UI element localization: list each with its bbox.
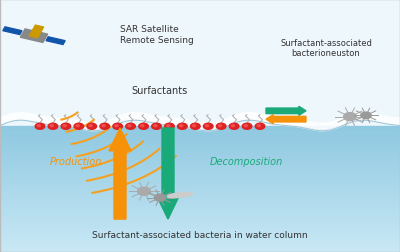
Bar — [0, 214, 400, 217]
Polygon shape — [3, 28, 22, 36]
Circle shape — [128, 125, 131, 127]
Circle shape — [76, 125, 79, 127]
Bar — [0, 242, 400, 246]
Circle shape — [154, 194, 166, 201]
Bar — [0, 186, 400, 189]
Bar — [0, 167, 400, 170]
Bar — [0, 126, 400, 129]
Circle shape — [361, 113, 371, 119]
Bar — [0, 145, 400, 148]
Text: SAR Satellite
Remote Sensing: SAR Satellite Remote Sensing — [120, 25, 194, 45]
Circle shape — [100, 124, 110, 130]
Circle shape — [141, 125, 144, 127]
Circle shape — [115, 125, 118, 127]
Bar — [0, 217, 400, 220]
Circle shape — [257, 125, 260, 127]
Circle shape — [231, 125, 234, 127]
Circle shape — [229, 124, 239, 130]
Circle shape — [89, 125, 92, 127]
Bar — [0, 176, 400, 179]
Bar — [0, 173, 400, 176]
Bar — [0, 148, 400, 151]
Bar — [0, 199, 400, 202]
Bar — [0, 183, 400, 186]
Bar — [0, 192, 400, 195]
Bar — [0, 224, 400, 227]
Circle shape — [126, 124, 135, 130]
Bar — [0, 202, 400, 205]
Bar — [0, 227, 400, 230]
Bar — [0, 158, 400, 161]
FancyArrow shape — [266, 107, 306, 116]
Text: Decomposition: Decomposition — [210, 156, 283, 166]
Circle shape — [180, 125, 183, 127]
Bar — [0, 220, 400, 224]
Circle shape — [190, 124, 200, 130]
Polygon shape — [20, 30, 48, 43]
Bar — [0, 246, 400, 249]
Bar — [0, 154, 400, 158]
Bar — [0, 151, 400, 154]
Bar — [0, 161, 400, 164]
Bar — [0, 230, 400, 233]
Circle shape — [216, 124, 226, 130]
Circle shape — [244, 125, 248, 127]
Bar — [0, 249, 400, 252]
Text: Production: Production — [50, 156, 102, 166]
Bar — [0, 139, 400, 142]
Circle shape — [35, 124, 45, 130]
Circle shape — [74, 124, 84, 130]
Text: Surfactant-associated
bacterioneuston: Surfactant-associated bacterioneuston — [280, 39, 372, 58]
Circle shape — [87, 124, 96, 130]
Circle shape — [204, 124, 213, 130]
Bar — [0, 195, 400, 199]
Circle shape — [166, 125, 170, 127]
Bar — [0, 142, 400, 145]
Ellipse shape — [167, 193, 193, 198]
Circle shape — [344, 113, 356, 121]
Circle shape — [102, 125, 105, 127]
Circle shape — [242, 124, 252, 130]
Circle shape — [48, 124, 58, 130]
Circle shape — [113, 124, 122, 130]
FancyArrow shape — [157, 129, 179, 219]
Bar — [0, 205, 400, 208]
Circle shape — [138, 187, 150, 196]
Bar — [0, 0, 400, 126]
Circle shape — [165, 124, 174, 130]
FancyArrow shape — [109, 129, 131, 219]
Circle shape — [255, 124, 265, 130]
Bar — [0, 179, 400, 183]
Bar — [0, 236, 400, 239]
Circle shape — [63, 125, 66, 127]
Bar — [0, 233, 400, 236]
Text: Surfactant-associated bacteria in water column: Surfactant-associated bacteria in water … — [92, 230, 308, 239]
Bar — [0, 208, 400, 211]
Circle shape — [50, 125, 54, 127]
Circle shape — [205, 125, 209, 127]
Bar — [0, 189, 400, 192]
Bar — [0, 239, 400, 242]
Bar — [0, 164, 400, 167]
Circle shape — [37, 125, 40, 127]
Bar — [0, 129, 400, 132]
Bar — [0, 132, 400, 136]
Text: Surfactants: Surfactants — [132, 86, 188, 96]
Circle shape — [152, 124, 161, 130]
Circle shape — [192, 125, 196, 127]
Circle shape — [61, 124, 71, 130]
Circle shape — [218, 125, 222, 127]
Bar — [0, 170, 400, 173]
Bar — [0, 135, 400, 139]
Circle shape — [139, 124, 148, 130]
Bar — [0, 211, 400, 214]
Circle shape — [154, 125, 157, 127]
Polygon shape — [46, 38, 65, 45]
Circle shape — [178, 124, 187, 130]
FancyArrow shape — [266, 115, 306, 124]
Polygon shape — [29, 26, 44, 39]
